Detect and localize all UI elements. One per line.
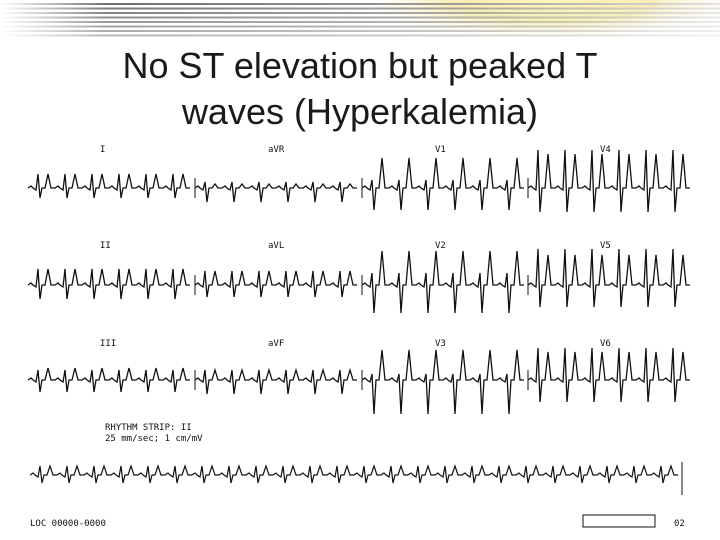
header-stripe: [0, 21, 720, 23]
lead-label: aVF: [268, 339, 284, 349]
lead-label: III: [100, 339, 116, 349]
footer-box: [582, 514, 656, 528]
lead-label: V2: [435, 241, 446, 251]
header-stripe: [0, 16, 720, 19]
header-stripe: [0, 34, 720, 37]
rhythm-label: RHYTHM STRIP: II: [105, 423, 192, 433]
header-stripe: [0, 7, 720, 10]
lead-label: V3: [435, 339, 446, 349]
waveform: [27, 367, 190, 393]
rhythm-calibration: 25 mm/sec; 1 cm/mV: [105, 434, 203, 444]
header-band: [0, 0, 720, 50]
lead-label: V4: [600, 145, 611, 155]
rhythm-waveform: [29, 464, 678, 484]
waveform: [361, 349, 524, 415]
footer-page: 02: [674, 519, 685, 529]
waveform: [527, 149, 690, 213]
lead-label: aVR: [268, 145, 285, 155]
waveform: [527, 248, 690, 308]
waveform: [194, 367, 357, 395]
lead-label: aVL: [268, 241, 284, 251]
lead-label: V1: [435, 145, 446, 155]
waveform: [527, 347, 690, 403]
waveform: [194, 181, 357, 203]
waveform: [194, 270, 357, 298]
waveform: [361, 157, 524, 211]
lead-label: II: [100, 241, 111, 251]
waveform: [27, 173, 190, 199]
header-stripe: [0, 3, 720, 5]
header-stripe: [0, 12, 720, 14]
header-stripe: [0, 30, 720, 32]
title-line: No ST elevation but peaked T: [123, 45, 598, 86]
header-stripe: [0, 25, 720, 28]
waveform: [361, 250, 524, 314]
title-line: waves (Hyperkalemia): [181, 91, 538, 132]
lead-label: V6: [600, 339, 611, 349]
waveform: [27, 268, 190, 300]
lead-label: V5: [600, 241, 611, 251]
lead-label: I: [100, 145, 105, 155]
footer-id: LOC 00000-0000: [30, 519, 106, 529]
